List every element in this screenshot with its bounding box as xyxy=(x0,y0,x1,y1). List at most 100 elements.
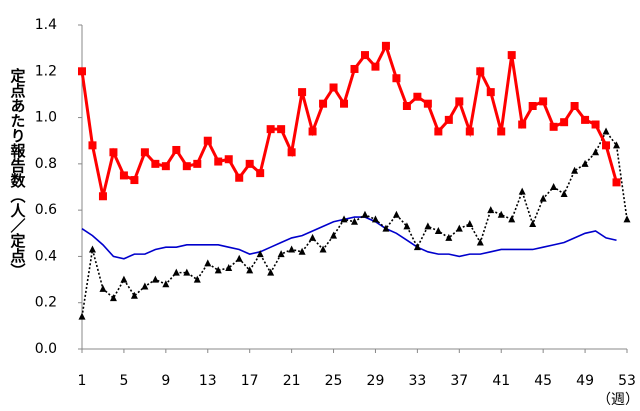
x-tick-label: 5 xyxy=(119,373,128,389)
marker xyxy=(602,127,610,135)
y-tick-label: 0.2 xyxy=(35,295,57,311)
marker xyxy=(381,41,390,50)
marker xyxy=(371,215,379,223)
marker xyxy=(214,266,222,274)
marker xyxy=(330,231,338,239)
marker xyxy=(602,141,611,150)
marker xyxy=(98,192,107,201)
marker xyxy=(214,157,223,166)
marker xyxy=(592,148,600,156)
marker xyxy=(434,127,443,136)
marker xyxy=(581,159,589,167)
marker xyxy=(424,222,432,230)
marker xyxy=(235,254,243,262)
marker xyxy=(423,99,432,108)
marker xyxy=(140,148,149,157)
marker xyxy=(570,102,579,110)
marker xyxy=(434,226,442,234)
marker xyxy=(287,148,296,157)
marker xyxy=(298,88,307,97)
marker xyxy=(88,245,96,253)
marker xyxy=(182,162,191,171)
y-tick-label: 1.2 xyxy=(35,63,57,79)
marker xyxy=(613,141,621,149)
marker xyxy=(288,245,296,253)
marker xyxy=(308,127,317,136)
marker xyxy=(298,247,306,255)
x-tick-label: 9 xyxy=(161,373,170,389)
marker xyxy=(183,268,191,276)
x-tick-label: 25 xyxy=(325,373,343,389)
marker xyxy=(455,97,464,106)
marker xyxy=(444,115,453,124)
marker xyxy=(455,224,463,232)
x-tick-label: 37 xyxy=(450,373,468,389)
marker xyxy=(266,125,275,134)
x-tick-label: 45 xyxy=(534,373,552,389)
y-axis-label: 定点あたり報告数（人／定点） xyxy=(9,67,27,278)
marker xyxy=(361,210,369,218)
marker xyxy=(246,266,254,274)
marker xyxy=(340,99,349,108)
marker xyxy=(445,233,453,241)
marker xyxy=(130,291,138,299)
x-tick-label: 29 xyxy=(367,373,385,389)
marker xyxy=(340,215,348,223)
marker xyxy=(319,245,327,253)
marker xyxy=(560,189,568,197)
marker xyxy=(88,141,97,150)
marker xyxy=(351,217,358,225)
marker xyxy=(109,148,118,157)
x-tick-label: 17 xyxy=(241,373,259,389)
marker xyxy=(581,115,590,124)
marker xyxy=(225,264,233,271)
marker xyxy=(204,259,212,267)
marker xyxy=(549,122,558,131)
marker xyxy=(119,171,128,180)
marker xyxy=(172,268,180,276)
marker xyxy=(560,118,569,127)
x-tick-label: 21 xyxy=(283,373,301,389)
marker xyxy=(507,51,516,60)
marker xyxy=(329,83,338,92)
marker xyxy=(623,215,631,223)
marker xyxy=(392,74,401,83)
marker xyxy=(571,166,579,174)
series-line xyxy=(80,41,618,197)
marker xyxy=(528,102,537,110)
marker xyxy=(319,99,328,108)
marker xyxy=(371,62,380,71)
marker xyxy=(497,210,505,218)
y-tick-label: 1.0 xyxy=(35,110,57,126)
marker xyxy=(141,282,149,290)
x-tick-label: 49 xyxy=(576,373,594,389)
y-tick-label: 0.6 xyxy=(35,202,57,218)
marker xyxy=(109,294,117,302)
marker xyxy=(382,224,390,232)
marker xyxy=(350,64,359,73)
marker xyxy=(486,88,495,97)
marker xyxy=(529,220,537,228)
marker xyxy=(402,102,411,110)
marker xyxy=(476,238,484,246)
marker xyxy=(277,250,285,258)
marker xyxy=(487,206,495,214)
marker xyxy=(392,210,400,218)
marker xyxy=(151,275,159,283)
marker xyxy=(550,183,558,190)
marker xyxy=(612,178,621,187)
marker xyxy=(403,222,411,230)
marker xyxy=(245,159,254,168)
marker xyxy=(539,194,547,202)
x-tick-label: 1 xyxy=(78,373,87,389)
marker xyxy=(203,136,212,145)
marker xyxy=(78,67,86,76)
marker xyxy=(466,220,474,228)
marker xyxy=(277,125,286,134)
marker xyxy=(508,215,516,223)
marker xyxy=(78,312,86,320)
marker xyxy=(497,127,506,136)
marker xyxy=(161,162,170,171)
marker xyxy=(256,169,265,178)
